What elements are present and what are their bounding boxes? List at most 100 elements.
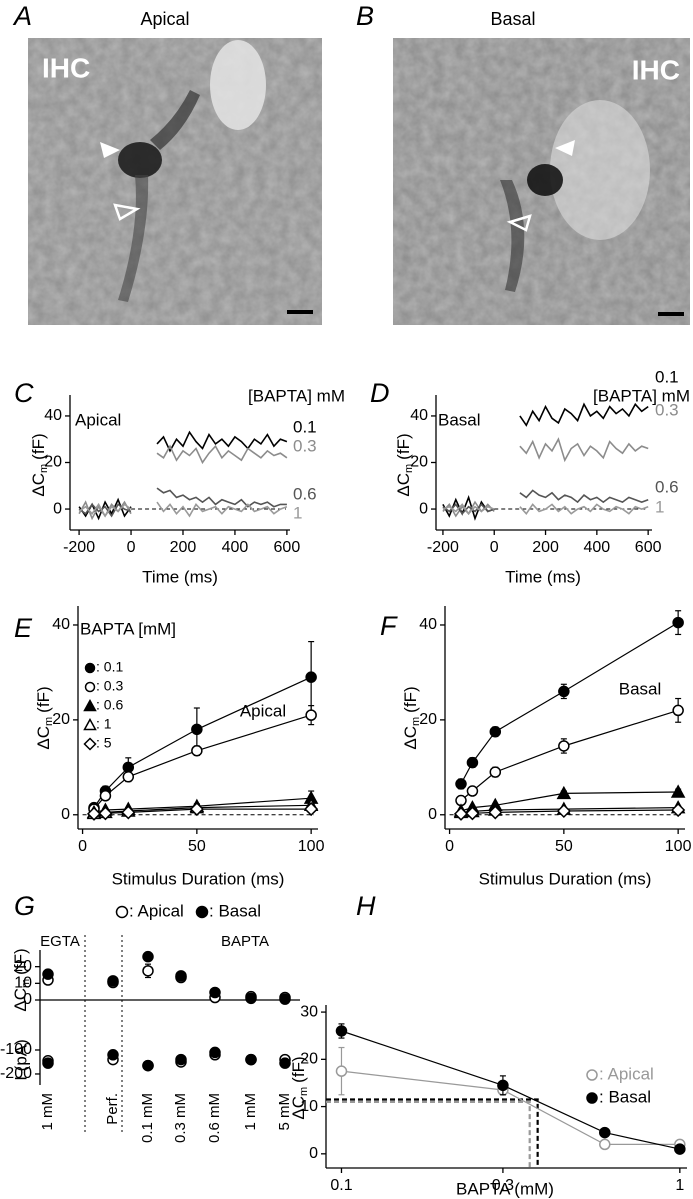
micrograph-b	[393, 38, 690, 325]
marker	[558, 740, 570, 752]
y-tick-label: 30	[300, 1003, 318, 1020]
x-tick-label: 50	[555, 838, 573, 855]
x-tick-label: Perf.	[104, 1093, 121, 1125]
x-tick-label: 100	[665, 838, 692, 855]
y-axis-label: ΔCm (fF)	[394, 433, 414, 496]
marker	[599, 1138, 611, 1151]
legend-label: : Apical	[599, 1064, 654, 1083]
marker	[335, 1025, 348, 1037]
series-line	[341, 1030, 680, 1150]
image-label: IHC	[632, 54, 680, 85]
marker	[672, 616, 684, 629]
y-tick-label: 20	[52, 711, 70, 728]
marker	[488, 805, 503, 820]
panel-label: C	[14, 378, 34, 408]
legend-marker	[586, 1092, 598, 1104]
legend-label: : 0.1	[96, 659, 123, 675]
y-axis-label-main: ΔC	[289, 1096, 308, 1120]
marker	[245, 1053, 257, 1066]
y-axis-label-unit: (fF)	[11, 948, 30, 974]
x-tick-label: 0.6 mM	[206, 1093, 223, 1143]
marker	[99, 790, 112, 802]
marker	[305, 709, 317, 721]
marker	[42, 968, 54, 980]
panel-label: F	[380, 611, 398, 641]
legend-marker	[586, 1069, 598, 1081]
series-line	[442, 489, 649, 515]
series-line	[93, 676, 312, 808]
x-tick-label: 0	[78, 838, 87, 855]
legend-label: : 0.3	[96, 678, 123, 694]
marker	[175, 1053, 187, 1066]
series-line	[78, 501, 288, 518]
x-axis-label: Time (ms)	[142, 567, 218, 586]
marker	[671, 802, 686, 818]
y-tick-label: 10	[14, 975, 32, 992]
marker	[305, 671, 317, 683]
y2-axis-label: I (pA)	[11, 1039, 30, 1081]
y-axis-label-main: ΔC	[394, 473, 413, 497]
image-title: Basal	[490, 9, 535, 29]
legend-title: BAPTA [mM]	[80, 619, 176, 638]
x-tick-label: 0	[445, 838, 454, 855]
legend-label: 0.1	[655, 367, 679, 386]
x-tick-label: 0.1	[330, 1177, 352, 1194]
y-tick-label: 40	[52, 616, 70, 633]
y-tick-label: 40	[419, 616, 437, 633]
marker	[107, 1049, 119, 1061]
y-axis-label: ΔCm (fF)	[29, 433, 49, 496]
series-line	[442, 437, 649, 518]
x-axis-label: Time (ms)	[505, 567, 581, 586]
marker	[489, 766, 502, 778]
micrograph-a	[28, 38, 322, 325]
legend-marker	[84, 662, 96, 674]
legend-marker	[83, 698, 97, 712]
y-tick-label: 0	[309, 1145, 318, 1162]
x-tick-label: 200	[532, 539, 559, 556]
marker	[209, 986, 221, 999]
legend-marker	[83, 717, 97, 731]
chart-title: Apical	[75, 410, 121, 429]
marker	[556, 803, 571, 819]
x-tick-label: 1	[675, 1177, 684, 1194]
x-tick-label: 1 mM	[242, 1093, 259, 1131]
series-line	[442, 503, 649, 515]
x-tick-label: 600	[635, 539, 662, 556]
x-axis-label: BAPTA (mM)	[456, 1179, 554, 1198]
y-axis-label-unit: (fF)	[394, 433, 413, 459]
x-tick-label: 5 mM	[276, 1093, 293, 1131]
chart-title: Basal	[438, 410, 481, 429]
x-tick-label: 0.3	[492, 1177, 514, 1194]
x-tick-label: 600	[274, 539, 301, 556]
legend-marker	[115, 905, 129, 919]
y-axis-label-unit: (fF)	[34, 686, 53, 712]
y-tick-label: 0	[53, 500, 62, 517]
legend-label: 1	[293, 503, 302, 522]
marker	[122, 771, 135, 783]
y-axis-label-unit: (fF)	[289, 1056, 308, 1082]
y-tick-label: 0	[419, 500, 428, 517]
panel-label: G	[14, 891, 35, 921]
series-line	[341, 1070, 680, 1145]
y-tick-label: 20	[44, 454, 62, 471]
legend-label: : 1	[96, 716, 112, 732]
marker	[209, 1046, 221, 1059]
marker	[672, 704, 684, 717]
x-tick-label: 200	[170, 539, 197, 556]
group-label: EGTA	[40, 933, 80, 950]
y-tick-label: 0	[23, 991, 32, 1008]
guide-line	[326, 1100, 531, 1168]
marker	[466, 785, 479, 797]
marker	[191, 744, 203, 757]
marker	[245, 992, 257, 1005]
marker	[142, 965, 154, 977]
y-tick-label: 20	[410, 454, 428, 471]
y-axis-label-sub: m	[38, 464, 50, 473]
x-tick-label: 0.1 mM	[139, 1093, 156, 1143]
y-axis-label-sub: m	[410, 717, 422, 726]
x-tick-label: 1 mM	[39, 1093, 56, 1131]
marker	[142, 950, 154, 963]
y-axis-label-unit: (fF)	[401, 686, 420, 712]
guide-line	[326, 1098, 539, 1168]
marker	[279, 993, 291, 1005]
